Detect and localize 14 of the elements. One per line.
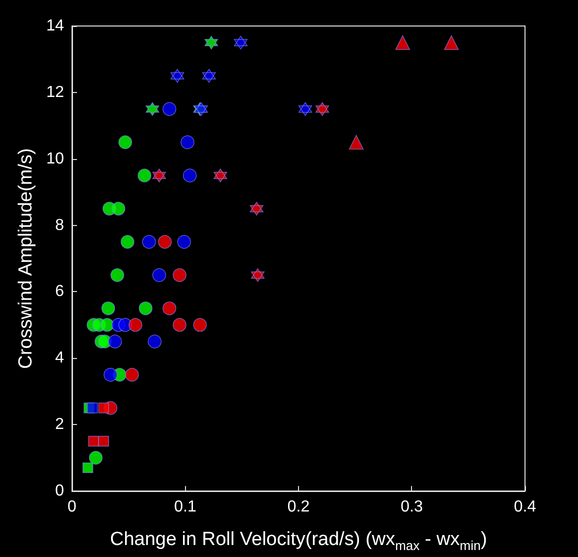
- x-tick-label: 0.2: [287, 498, 310, 516]
- y-tick-label: 2: [55, 416, 64, 434]
- x-tick-label: 0.1: [174, 498, 196, 516]
- y-tick-label: 14: [46, 18, 64, 34]
- x-tick-label: 0.4: [514, 498, 536, 516]
- y-tick-label: 10: [46, 150, 64, 168]
- x-tick-label: 0: [68, 498, 77, 516]
- y-tick-label: 4: [55, 350, 64, 367]
- y-tick-label: 12: [46, 84, 64, 101]
- y-tick-label: 6: [55, 283, 64, 300]
- y-tick-label: 8: [55, 216, 64, 234]
- x-tick-label: 0.3: [400, 498, 423, 516]
- y-axis-title: Crosswind Amplitude(m/s): [15, 148, 36, 369]
- y-tick-label: 0: [55, 482, 64, 500]
